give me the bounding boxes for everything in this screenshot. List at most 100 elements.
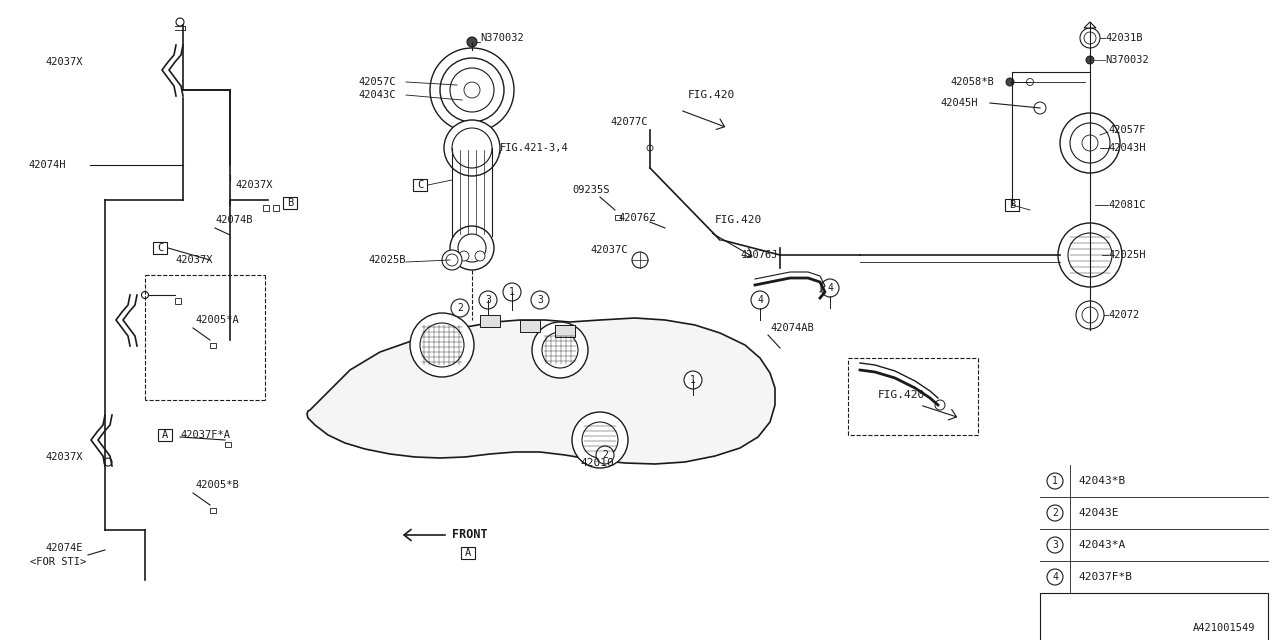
Text: 42037F*A: 42037F*A (180, 430, 230, 440)
Text: C: C (157, 243, 163, 253)
Text: 3: 3 (1052, 540, 1059, 550)
Circle shape (1084, 32, 1096, 44)
Text: N370032: N370032 (480, 33, 524, 43)
Circle shape (1027, 79, 1033, 86)
Text: 42037X: 42037X (236, 180, 273, 190)
Circle shape (684, 371, 701, 389)
Bar (1039, 593, 1268, 640)
Text: 42045H: 42045H (940, 98, 978, 108)
Text: A: A (161, 430, 168, 440)
Circle shape (820, 279, 838, 297)
Bar (210, 343, 216, 348)
Text: 42077C: 42077C (611, 117, 648, 127)
Circle shape (420, 323, 465, 367)
Text: 42057F: 42057F (1108, 125, 1146, 135)
Bar (461, 547, 475, 559)
Circle shape (541, 332, 579, 368)
Circle shape (503, 283, 521, 301)
Text: N370032: N370032 (1105, 55, 1148, 65)
Circle shape (751, 291, 769, 309)
Circle shape (410, 313, 474, 377)
Text: 42058*B: 42058*B (950, 77, 993, 87)
Text: 4: 4 (827, 283, 833, 293)
Bar (520, 320, 540, 332)
Circle shape (1082, 135, 1098, 151)
Circle shape (445, 254, 458, 266)
Circle shape (1047, 569, 1062, 585)
Text: 42043E: 42043E (1078, 508, 1119, 518)
Bar (480, 315, 500, 327)
Circle shape (1059, 223, 1123, 287)
Circle shape (572, 412, 628, 468)
Text: 2: 2 (1052, 508, 1059, 518)
Circle shape (451, 68, 494, 112)
Text: 42043*B: 42043*B (1078, 476, 1125, 486)
Circle shape (440, 58, 504, 122)
Bar (175, 298, 180, 304)
Bar (154, 242, 166, 254)
Text: 42043C: 42043C (358, 90, 396, 100)
Circle shape (632, 252, 648, 268)
Text: 42037X: 42037X (45, 452, 82, 462)
Text: 42072: 42072 (1108, 310, 1139, 320)
Circle shape (1047, 537, 1062, 553)
Text: 1: 1 (509, 287, 515, 297)
Circle shape (1076, 301, 1103, 329)
Text: 42043H: 42043H (1108, 143, 1146, 153)
Polygon shape (1084, 22, 1096, 28)
Circle shape (531, 291, 549, 309)
Circle shape (479, 291, 497, 309)
Text: 42005*A: 42005*A (195, 315, 239, 325)
Bar (614, 215, 621, 220)
Text: 42076Z: 42076Z (618, 213, 655, 223)
Circle shape (1006, 78, 1014, 86)
Text: 42074B: 42074B (215, 215, 252, 225)
Circle shape (1082, 307, 1098, 323)
Circle shape (177, 18, 184, 26)
Text: 42081C: 42081C (1108, 200, 1146, 210)
Circle shape (444, 120, 500, 176)
Text: 42005*B: 42005*B (195, 480, 239, 490)
Text: B: B (287, 198, 293, 208)
Text: 42074H: 42074H (28, 160, 65, 170)
Circle shape (451, 299, 468, 317)
Text: FIG.420: FIG.420 (716, 215, 763, 225)
Text: FIG.420: FIG.420 (878, 390, 925, 400)
Text: 42037X: 42037X (45, 57, 82, 67)
Text: FIG.421-3,4: FIG.421-3,4 (500, 143, 568, 153)
Circle shape (142, 291, 148, 298)
Text: 2: 2 (602, 450, 608, 460)
Text: 42057C: 42057C (358, 77, 396, 87)
Circle shape (1047, 505, 1062, 521)
Polygon shape (307, 318, 774, 464)
Text: FRONT: FRONT (452, 529, 488, 541)
Circle shape (442, 250, 462, 270)
Bar (283, 197, 297, 209)
Bar (210, 508, 216, 513)
Bar (273, 205, 279, 211)
Text: 42010: 42010 (580, 458, 613, 468)
Text: 42043*A: 42043*A (1078, 540, 1125, 550)
Text: A: A (465, 548, 471, 558)
Circle shape (596, 446, 614, 464)
Text: 42074E: 42074E (45, 543, 82, 553)
Text: B: B (1009, 200, 1015, 210)
Circle shape (1085, 56, 1094, 64)
Text: 2: 2 (457, 303, 463, 313)
Text: 42037F*B: 42037F*B (1078, 572, 1132, 582)
Text: 3: 3 (538, 295, 543, 305)
Text: 09235S: 09235S (572, 185, 609, 195)
Text: 42025B: 42025B (369, 255, 406, 265)
Text: C: C (417, 180, 424, 190)
Text: 42074AB: 42074AB (771, 323, 814, 333)
Circle shape (1080, 28, 1100, 48)
Circle shape (452, 128, 492, 168)
Circle shape (1070, 123, 1110, 163)
Text: 4: 4 (756, 295, 763, 305)
Bar (413, 179, 428, 191)
Circle shape (532, 322, 588, 378)
Text: 42037X: 42037X (175, 255, 212, 265)
Text: 3: 3 (485, 295, 492, 305)
Text: 4: 4 (1052, 572, 1059, 582)
Bar (1005, 199, 1019, 211)
